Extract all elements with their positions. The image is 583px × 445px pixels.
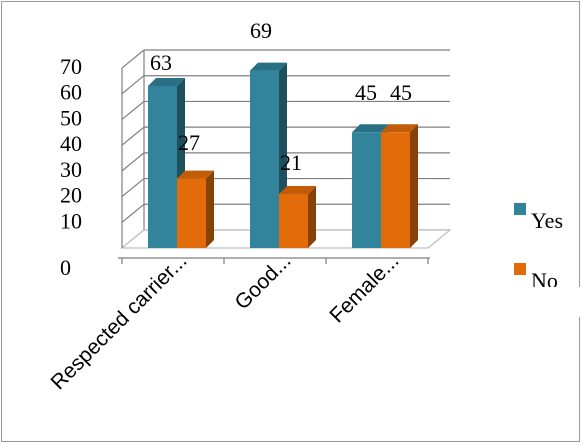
bar-front: [148, 86, 177, 248]
gridline-side-40: [121, 126, 145, 146]
gridline-side-50: [121, 100, 145, 120]
gridline-side-30: [121, 152, 145, 172]
bar-front: [352, 132, 381, 248]
bar-top: [177, 170, 214, 179]
gridline-side-20: [121, 178, 145, 198]
bar-top: [279, 186, 316, 194]
legend-label: Yes: [531, 208, 563, 233]
data-label-yes-1: 69: [250, 18, 272, 43]
bar-front: [177, 178, 206, 248]
y-tick-label: 30: [60, 157, 82, 182]
legend-swatch: [514, 203, 526, 215]
y-tick-label: 60: [60, 80, 82, 105]
bar-top: [250, 62, 287, 71]
bar-no-1: [279, 186, 316, 248]
gridline-side-60: [121, 75, 145, 95]
bar-no-0: [177, 170, 214, 248]
bars-layer: [148, 62, 418, 249]
data-label-yes-2: 45: [355, 80, 377, 105]
legend-clip-mask: [528, 287, 580, 317]
y-tick-label: 70: [60, 54, 82, 79]
y-tick-label: 50: [60, 105, 82, 130]
legend-swatch: [514, 263, 526, 275]
y-tick-label: 20: [60, 183, 82, 208]
bar-no-2: [381, 124, 418, 248]
category-label-2: Female...: [325, 249, 403, 327]
y-tick-label: 10: [60, 208, 82, 233]
bar-top: [148, 78, 185, 86]
data-label-no-1: 21: [280, 150, 302, 175]
bar-yes-1: [250, 62, 287, 249]
bar-front: [250, 70, 279, 248]
data-label-no-0: 27: [178, 130, 200, 155]
data-label-no-2: 45: [390, 80, 412, 105]
legend-item-yes: Yes: [514, 203, 563, 233]
category-label-1: Good...: [231, 249, 296, 314]
bar-front: [279, 194, 308, 248]
bar-top: [381, 124, 418, 133]
bar-yes-0: [148, 78, 185, 248]
y-tick-label: 40: [60, 131, 82, 156]
bar-side: [206, 170, 214, 248]
y-tick-label: 0: [60, 255, 71, 280]
bar-side: [308, 186, 316, 248]
gridline-side-10: [121, 203, 145, 223]
data-label-yes-0: 63: [150, 50, 172, 75]
bar-top: [352, 124, 389, 133]
bar-side: [410, 124, 418, 248]
gridline-side-70: [121, 49, 145, 69]
bar-front: [381, 132, 410, 248]
